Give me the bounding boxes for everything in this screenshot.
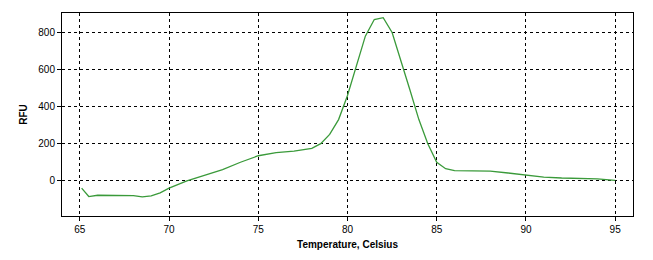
svg-text:200: 200 [38,138,55,149]
svg-text:RFU: RFU [18,104,29,125]
svg-text:600: 600 [38,64,55,75]
svg-text:800: 800 [38,27,55,38]
svg-text:0: 0 [49,175,55,186]
svg-text:Temperature, Celsius: Temperature, Celsius [297,239,398,250]
svg-text:70: 70 [163,224,175,235]
svg-text:75: 75 [253,224,265,235]
svg-text:90: 90 [520,224,532,235]
svg-text:65: 65 [74,224,86,235]
svg-text:80: 80 [342,224,354,235]
svg-text:85: 85 [431,224,443,235]
svg-text:400: 400 [38,101,55,112]
svg-text:95: 95 [610,224,622,235]
